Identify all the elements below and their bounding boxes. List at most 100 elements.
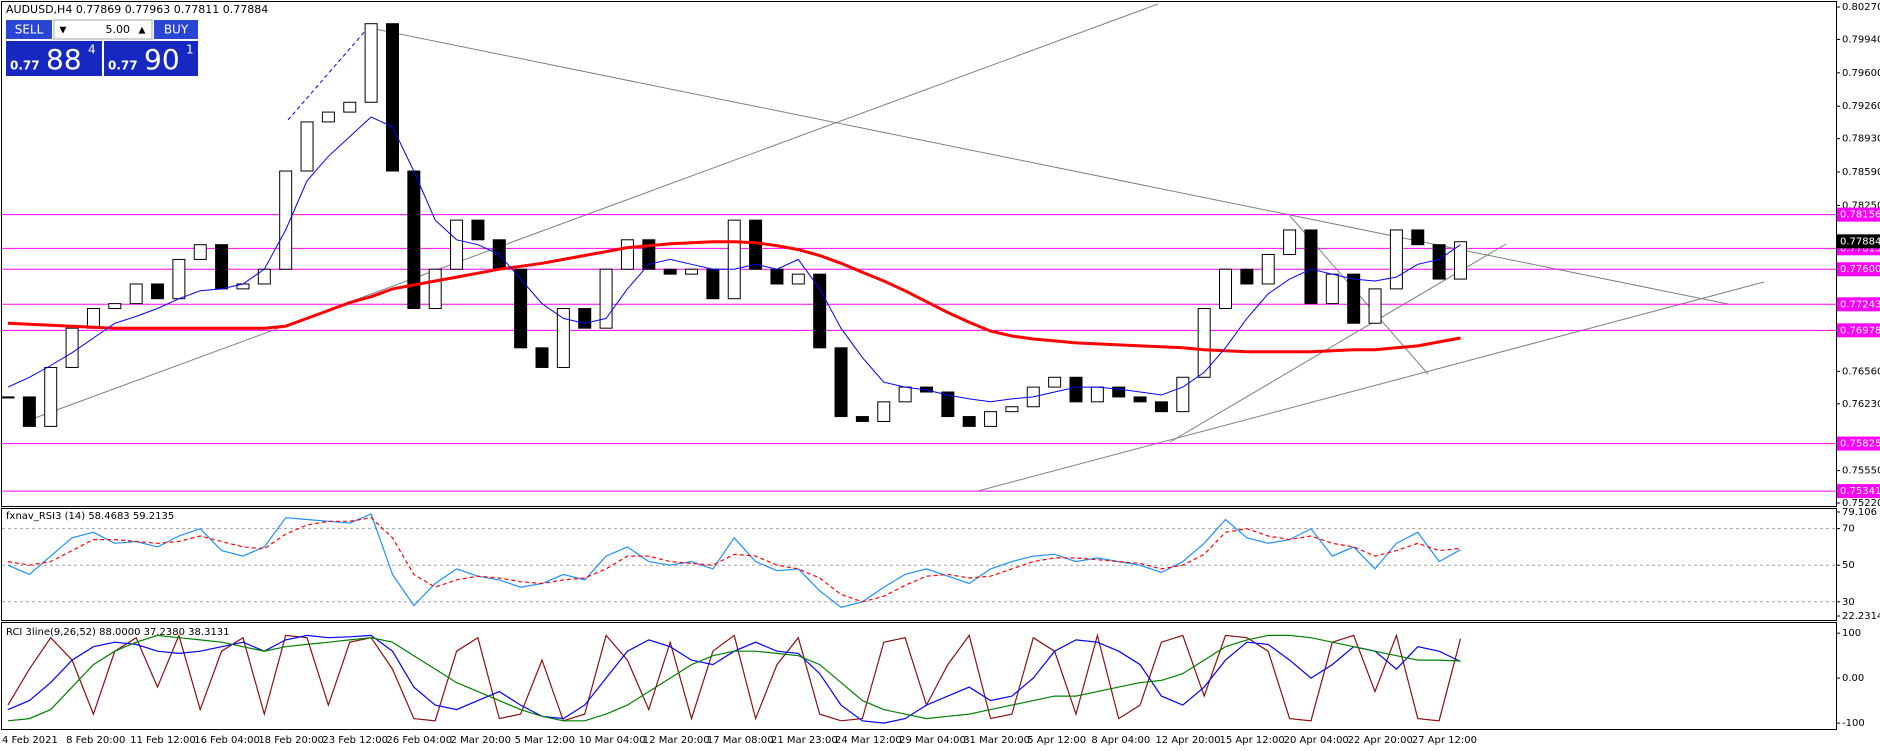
- x-tick-label: 18 Feb 20:00: [258, 735, 324, 746]
- x-tick-label: 12 Apr 20:00: [1155, 735, 1220, 746]
- x-tick-label: 29 Mar 04:00: [899, 735, 966, 746]
- candle: [685, 268, 699, 275]
- y-tick-label: 100: [1842, 628, 1861, 639]
- sell-button[interactable]: [6, 20, 52, 39]
- candle: [834, 347, 848, 418]
- x-tick-label: 24 Mar 12:00: [835, 735, 902, 746]
- y-tick-label: 0.80270: [1842, 2, 1880, 13]
- candle: [300, 121, 314, 172]
- sell-label: SELL: [15, 23, 44, 37]
- candle: [1347, 273, 1361, 324]
- x-tick-label: 4 Feb 2021: [2, 735, 58, 746]
- x-tick-label: 31 Mar 20:00: [963, 735, 1030, 746]
- x-tick-label: 2 Mar 20:00: [451, 735, 511, 746]
- lot-down: ▼: [60, 26, 67, 36]
- rsi-title: fxnav_RSI3 (14) 58.4683 59.2135: [6, 511, 174, 522]
- level-label: 0.77813: [1840, 243, 1880, 254]
- candle: [364, 23, 378, 103]
- candle: [514, 268, 528, 349]
- candle: [1005, 406, 1019, 413]
- level-label: 0.77243: [1840, 299, 1880, 310]
- level-label-bg: [1837, 297, 1880, 312]
- sell-price-box[interactable]: [6, 41, 102, 76]
- level-label: 0.75825: [1840, 439, 1880, 450]
- x-tick-label: 8 Feb 20:00: [66, 735, 125, 746]
- buy-price-box[interactable]: [104, 41, 198, 76]
- sell-price-sup: 4: [88, 43, 96, 57]
- candle: [1283, 229, 1297, 256]
- sell-price-big: 88: [46, 43, 82, 76]
- buy-price-sup: 1: [186, 43, 194, 57]
- indicator-line: [7, 634, 1461, 722]
- candle: [44, 366, 58, 427]
- trend-line: [369, 27, 1729, 305]
- y-tick-label: 0.78250: [1842, 200, 1880, 211]
- y-tick-label: 0.78590: [1842, 167, 1880, 178]
- x-tick-label: 22 Apr 20:00: [1348, 735, 1413, 746]
- y-tick-label: 79.106: [1842, 507, 1877, 518]
- candle: [1154, 401, 1168, 413]
- last-price-label: 0.77884: [1840, 236, 1880, 247]
- level-label-bg: [1837, 323, 1880, 338]
- indicator-line: [7, 240, 1461, 354]
- level-label-bg: [1837, 262, 1880, 277]
- level-label-bg: [1837, 484, 1880, 499]
- main-panel-frame: [1, 1, 1837, 507]
- candle: [172, 258, 186, 300]
- level-label: 0.76978: [1840, 325, 1880, 336]
- candle: [343, 101, 357, 113]
- candle: [556, 308, 570, 368]
- x-tick-label: 10 Mar 04:00: [579, 735, 646, 746]
- candle: [151, 283, 165, 300]
- candle: [727, 219, 741, 300]
- lot-value: 5.00: [106, 23, 131, 36]
- candle: [770, 268, 784, 285]
- candle: [108, 303, 122, 310]
- candle: [86, 308, 100, 329]
- candle: [962, 416, 976, 427]
- y-tick-label: 22.2314: [1842, 611, 1880, 622]
- lot-input[interactable]: [53, 19, 153, 40]
- indicator-line: [7, 633, 1462, 722]
- candle: [1411, 229, 1425, 246]
- y-tick-label: 0.76230: [1842, 399, 1880, 410]
- candle: [984, 411, 998, 427]
- y-tick-label: 50: [1842, 560, 1855, 571]
- candle: [855, 416, 869, 422]
- y-tick-label: 0.79260: [1842, 101, 1880, 112]
- x-tick-label: 15 Apr 12:00: [1220, 735, 1285, 746]
- level-label: 0.77600: [1840, 264, 1880, 275]
- level-label-bg: [1837, 207, 1880, 222]
- rci-panel-frame: [1, 622, 1837, 730]
- candle: [1389, 229, 1403, 290]
- candle: [941, 391, 955, 418]
- y-tick-label: 0.76560: [1842, 366, 1880, 377]
- candle: [1325, 273, 1339, 305]
- trend-line: [287, 29, 367, 121]
- y-tick-label: 70: [1842, 524, 1855, 535]
- y-tick-label: -100: [1842, 718, 1865, 729]
- x-tick-label: 5 Mar 12:00: [515, 735, 575, 746]
- candle: [428, 268, 442, 310]
- lot-up: ▲: [139, 26, 146, 36]
- level-label: 0.78156: [1840, 210, 1880, 221]
- buy-label: BUY: [164, 23, 189, 37]
- candle: [1048, 376, 1062, 388]
- candle: [535, 347, 549, 368]
- candle: [129, 283, 143, 305]
- candle: [65, 327, 79, 368]
- x-tick-label: 11 Feb 12:00: [130, 735, 196, 746]
- buy-button[interactable]: [154, 20, 198, 39]
- y-tick-label: 0.79940: [1842, 34, 1880, 45]
- candle: [877, 401, 891, 422]
- x-tick-label: 8 Apr 04:00: [1091, 735, 1150, 746]
- y-tick-label: 0.79600: [1842, 68, 1880, 79]
- candle: [450, 219, 464, 270]
- rsi-panel-frame: [1, 508, 1837, 621]
- sell-price-prefix: 0.77: [10, 59, 40, 73]
- candle: [791, 273, 805, 285]
- buy-price-prefix: 0.77: [108, 59, 138, 73]
